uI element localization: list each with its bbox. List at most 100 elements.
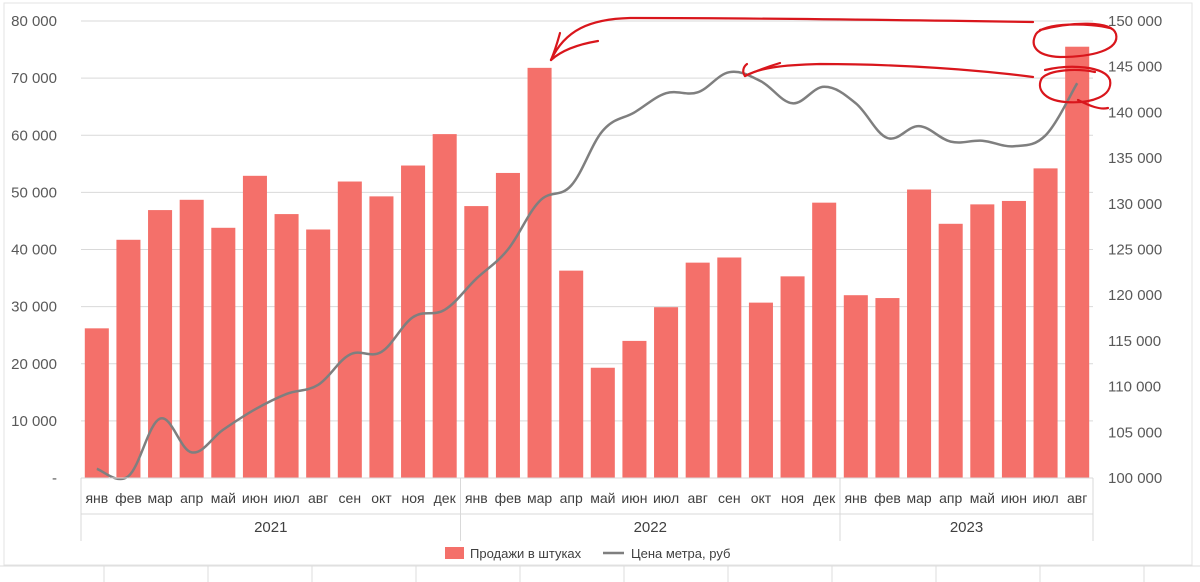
chart-legend: Продажи в штуках Цена метра, руб <box>445 546 730 561</box>
bar-sales <box>812 202 837 478</box>
x-tick-label: фев <box>115 490 142 506</box>
annotation-arrowhead-lower-2 <box>742 62 749 78</box>
y-right-tick-label: 145 000 <box>1108 59 1162 76</box>
bar-sales <box>559 270 584 478</box>
bar-sales <box>527 67 552 478</box>
x-year-label: 2022 <box>634 519 667 536</box>
legend-label-price: Цена метра, руб <box>631 546 730 561</box>
x-tick-label: окт <box>751 490 772 506</box>
bar-sales <box>369 196 394 478</box>
bar-sales <box>907 189 932 479</box>
x-tick-label: май <box>211 490 236 506</box>
x-tick-label: апр <box>939 490 962 506</box>
bar-sales <box>780 276 805 478</box>
annotation-circle-lower-tail <box>1076 98 1110 110</box>
x-tick-label: апр <box>560 490 583 506</box>
x-tick-label: дек <box>813 490 836 506</box>
x-tick-label: июн <box>621 490 647 506</box>
x-tick-label: сен <box>339 490 362 506</box>
bar-sales <box>1001 200 1026 478</box>
x-tick-label: фев <box>495 490 522 506</box>
x-tick-label: янв <box>85 490 108 506</box>
bar-sales <box>1033 168 1058 478</box>
x-tick-label: дек <box>434 490 457 506</box>
x-tick-label: июл <box>653 490 679 506</box>
chart-frame <box>3 2 1193 566</box>
legend-swatch-sales <box>445 547 464 559</box>
bar-sales <box>116 239 141 478</box>
annotation-arrow-lower <box>743 62 1035 79</box>
x-tick-label: авг <box>1067 490 1087 506</box>
y-left-tick-label: 60 000 <box>11 127 57 144</box>
annotation-arrowhead-upper <box>549 39 600 62</box>
y-left-tick-label: 30 000 <box>11 299 57 316</box>
y-left-tick-label: 70 000 <box>11 70 57 87</box>
y-right-tick-label: 135 000 <box>1108 150 1162 167</box>
x-tick-label: окт <box>371 490 392 506</box>
bar-sales <box>464 206 489 478</box>
x-tick-label: ноя <box>781 490 804 506</box>
bar-sales <box>654 307 679 478</box>
x-tick-label: май <box>970 490 995 506</box>
y-right-tick-label: 115 000 <box>1108 333 1161 350</box>
x-tick-label: мар <box>906 490 931 506</box>
x-tick-label: янв <box>844 490 867 506</box>
y-right-tick-label: 140 000 <box>1108 104 1162 121</box>
bar-sales <box>179 199 204 478</box>
x-tick-label: июл <box>1032 490 1058 506</box>
bar-sales <box>432 134 457 479</box>
y-right-tick-label: 130 000 <box>1108 196 1162 213</box>
bar-sales <box>938 223 963 478</box>
y-left-tick-label: 40 000 <box>11 242 57 259</box>
annotation-arrow-upper <box>549 16 1035 62</box>
bar-sales <box>401 165 426 478</box>
x-tick-label: янв <box>465 490 488 506</box>
y-right-tick-label: 110 000 <box>1108 379 1161 396</box>
bar-sales <box>590 367 615 478</box>
line-series-price <box>96 70 1079 481</box>
x-tick-label: ноя <box>402 490 425 506</box>
annotation-circle-lower <box>1038 65 1112 104</box>
x-tick-label: июл <box>273 490 299 506</box>
bar-sales <box>495 172 520 478</box>
y-axis-right: 100 000 105 000 110 000 115 000 120 000 125 0… <box>1108 13 1162 487</box>
annotation-arrowhead-upper-2 <box>549 31 562 62</box>
bar-sales <box>84 328 109 478</box>
bar-sales <box>242 175 267 478</box>
y-right-tick-label: 100 000 <box>1108 470 1162 487</box>
legend-label-sales: Продажи в штуках <box>470 546 582 561</box>
x-axis: янв фев мар апр май июн июл авг сен окт ноя дек2021… <box>80 477 1094 541</box>
y-left-tick-label: 20 000 <box>11 356 57 373</box>
x-year-label: 2021 <box>254 519 287 536</box>
y-axis-left: - 10 000 20 000 30 000 40 000 50 000 60 000 70 … <box>11 13 57 487</box>
bar-sales <box>622 340 647 478</box>
bar-sales <box>274 214 299 478</box>
x-tick-label: фев <box>874 490 901 506</box>
y-left-tick-label: 80 000 <box>11 13 57 30</box>
bar-sales <box>306 229 331 478</box>
y-right-tick-label: 125 000 <box>1108 242 1162 259</box>
x-tick-label: июн <box>1001 490 1027 506</box>
bar-sales <box>717 257 742 478</box>
bar-sales <box>970 204 995 478</box>
annotation-circle-upper <box>1032 22 1118 59</box>
bar-sales <box>875 298 900 478</box>
x-tick-label: июн <box>242 490 268 506</box>
bar-sales <box>1065 46 1090 479</box>
annotation-arrowhead-lower <box>743 61 782 78</box>
price-line-path <box>96 70 1079 481</box>
bar-sales <box>148 210 173 479</box>
x-tick-label: сен <box>718 490 741 506</box>
x-tick-label: авг <box>308 490 328 506</box>
y-right-tick-label: 105 000 <box>1108 424 1162 441</box>
bar-sales <box>211 227 236 478</box>
y-right-tick-label: 120 000 <box>1108 287 1162 304</box>
y-left-tick-label: - <box>52 470 57 487</box>
hand-drawn-annotations <box>549 16 1118 110</box>
bar-sales <box>685 262 710 478</box>
y-left-tick-label: 50 000 <box>11 184 57 201</box>
x-tick-label: апр <box>180 490 203 506</box>
